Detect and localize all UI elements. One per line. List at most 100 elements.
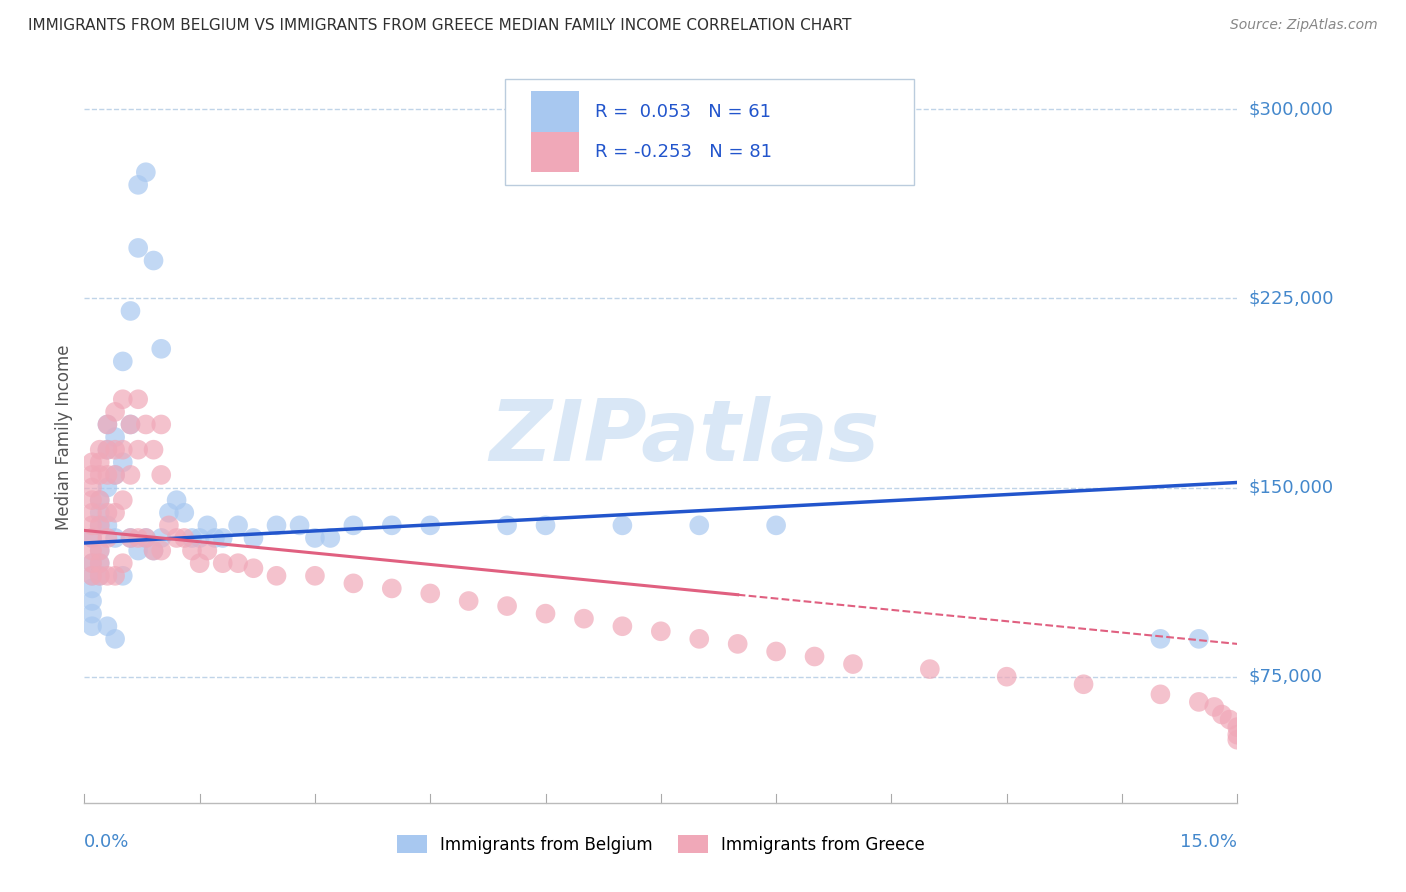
Point	[419, 586, 441, 600]
Point	[342, 518, 364, 533]
Point	[211, 556, 233, 570]
Point	[80, 506, 103, 520]
Point	[1211, 707, 1233, 722]
Point	[80, 556, 103, 570]
Point	[104, 467, 127, 482]
Point	[803, 649, 825, 664]
Point	[150, 543, 173, 558]
Point	[1226, 720, 1249, 734]
Point	[534, 607, 557, 621]
Point	[111, 442, 134, 457]
Point	[111, 354, 134, 368]
Point	[650, 624, 672, 639]
Point	[104, 467, 127, 482]
Point	[688, 632, 710, 646]
Point	[319, 531, 342, 545]
Point	[80, 455, 103, 469]
Point	[173, 506, 195, 520]
Point	[381, 518, 404, 533]
Point	[381, 582, 404, 596]
Point	[211, 531, 233, 545]
Point	[111, 556, 134, 570]
Point	[120, 304, 142, 318]
Point	[572, 612, 595, 626]
Point	[80, 569, 103, 583]
Point	[120, 531, 142, 545]
Point	[142, 253, 165, 268]
Point	[150, 467, 173, 482]
Text: R = -0.253   N = 81: R = -0.253 N = 81	[595, 143, 772, 161]
Point	[89, 455, 111, 469]
Point	[1204, 700, 1226, 714]
Point	[135, 417, 157, 432]
Point	[96, 518, 118, 533]
Point	[96, 442, 118, 457]
Point	[918, 662, 941, 676]
FancyBboxPatch shape	[530, 92, 579, 132]
Point	[157, 506, 180, 520]
Point	[842, 657, 865, 671]
Point	[765, 518, 787, 533]
Point	[457, 594, 479, 608]
Point	[80, 569, 103, 583]
Point	[1219, 713, 1241, 727]
Point	[111, 455, 134, 469]
Text: $300,000: $300,000	[1249, 100, 1333, 119]
Point	[104, 430, 127, 444]
Point	[89, 543, 111, 558]
Point	[111, 392, 134, 407]
Point	[242, 531, 264, 545]
Point	[1149, 632, 1171, 646]
Point	[96, 531, 118, 545]
Point	[142, 442, 165, 457]
Point	[80, 556, 103, 570]
Point	[80, 582, 103, 596]
Point	[181, 531, 204, 545]
Point	[995, 670, 1018, 684]
Point	[120, 467, 142, 482]
Point	[135, 165, 157, 179]
Point	[96, 417, 118, 432]
Text: ZIPatlas: ZIPatlas	[489, 395, 879, 479]
Point	[150, 417, 173, 432]
Point	[173, 531, 195, 545]
Point	[534, 518, 557, 533]
Point	[96, 506, 118, 520]
Point	[688, 518, 710, 533]
Point	[89, 493, 111, 508]
Point	[204, 531, 226, 545]
Point	[89, 506, 111, 520]
Point	[242, 561, 264, 575]
Point	[89, 569, 111, 583]
Y-axis label: Median Family Income: Median Family Income	[55, 344, 73, 530]
Point	[266, 569, 288, 583]
Point	[157, 518, 180, 533]
Point	[80, 607, 103, 621]
Point	[127, 442, 149, 457]
Text: $75,000: $75,000	[1249, 668, 1323, 686]
Point	[127, 543, 149, 558]
Point	[127, 178, 149, 192]
Point	[288, 518, 311, 533]
Point	[80, 531, 103, 545]
Point	[127, 531, 149, 545]
Point	[150, 531, 173, 545]
Point	[80, 481, 103, 495]
Point	[96, 619, 118, 633]
Point	[80, 543, 103, 558]
Point	[612, 619, 634, 633]
Point	[188, 556, 211, 570]
Point	[96, 481, 118, 495]
Point	[89, 518, 111, 533]
Point	[181, 543, 204, 558]
Point	[104, 531, 127, 545]
Point	[96, 467, 118, 482]
Point	[89, 556, 111, 570]
Text: R =  0.053   N = 61: R = 0.053 N = 61	[595, 103, 770, 120]
Point	[96, 417, 118, 432]
Point	[96, 569, 118, 583]
Point	[266, 518, 288, 533]
Point	[166, 493, 188, 508]
Point	[612, 518, 634, 533]
Point	[127, 241, 149, 255]
